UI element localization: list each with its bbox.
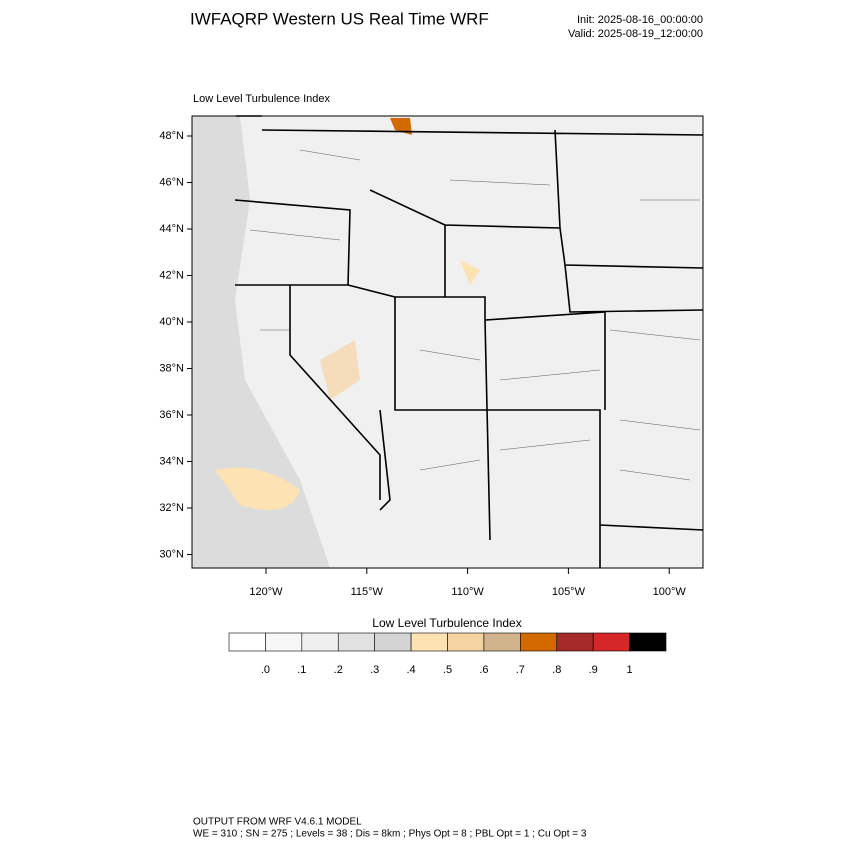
lat-label: 44°N: [159, 223, 184, 235]
colorbar-box: [592, 632, 630, 652]
colorbar-label: .2: [334, 664, 343, 676]
lon-labels: 120°W 115°W 110°W 105°W 100°W: [249, 568, 686, 598]
colorbar-box: [228, 632, 266, 652]
colorbar-label: .4: [406, 664, 415, 676]
footer-line: WE = 310 ; SN = 275 ; Levels = 38 ; Dis …: [193, 829, 587, 840]
title: IWFAQRP Western US Real Time WRF: [190, 9, 489, 28]
colorbar-label: .0: [261, 664, 270, 676]
lat-label: 30°N: [159, 548, 184, 560]
footer-line: OUTPUT FROM WRF V4.6.1 MODEL: [193, 817, 362, 828]
colorbar-label: .3: [370, 664, 379, 676]
colorbar: .0 .1 .2 .3 .4 .5 .6 .7 .8 .9 1: [228, 632, 667, 676]
lon-label: 110°W: [451, 586, 484, 598]
colorbar-label: .9: [589, 664, 598, 676]
colorbar-box: [374, 632, 412, 652]
colorbar-box: [483, 632, 521, 652]
lat-label: 42°N: [159, 269, 184, 281]
lon-label: 105°W: [552, 586, 586, 598]
lat-label: 46°N: [159, 176, 184, 188]
lat-label: 38°N: [159, 362, 184, 374]
colorbar-box: [447, 632, 485, 652]
lat-label: 48°N: [159, 130, 184, 142]
map-subtitle: Low Level Turbulence Index: [193, 93, 330, 105]
colorbar-label: 1: [627, 664, 633, 676]
colorbar-box: [265, 632, 303, 652]
lat-label: 34°N: [159, 455, 184, 467]
lon-label: 120°W: [249, 586, 283, 598]
valid-time: Valid: 2025-08-19_12:00:00: [568, 28, 703, 40]
colorbar-label: .6: [479, 664, 488, 676]
colorbar-label: .7: [516, 664, 525, 676]
colorbar-title: Low Level Turbulence Index: [372, 616, 521, 630]
lon-label: 115°W: [351, 586, 384, 598]
lat-label: 40°N: [159, 316, 184, 328]
colorbar-box: [556, 632, 594, 652]
colorbar-box: [410, 632, 448, 652]
lat-label: 32°N: [159, 502, 184, 514]
colorbar-label: .8: [552, 664, 561, 676]
init-time: Init: 2025-08-16_00:00:00: [577, 14, 703, 26]
colorbar-box: [301, 632, 339, 652]
colorbar-box: [520, 632, 558, 652]
lat-labels: 48°N 46°N 44°N 42°N 40°N 38°N 36°N 34°N 32°N 30°N: [159, 130, 192, 560]
colorbar-label: .5: [443, 664, 452, 676]
colorbar-label: .1: [297, 664, 306, 676]
lon-label: 100°W: [653, 586, 687, 598]
map: [191, 115, 704, 569]
colorbar-box: [629, 632, 667, 652]
lat-label: 36°N: [159, 409, 184, 421]
colorbar-box: [337, 632, 375, 652]
